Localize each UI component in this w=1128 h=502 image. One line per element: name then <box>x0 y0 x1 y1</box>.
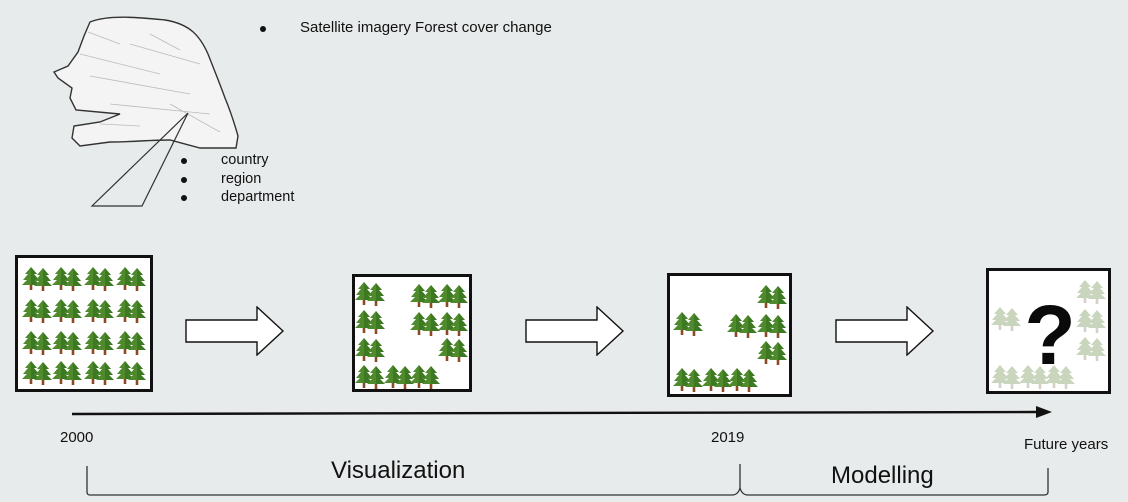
scale-item-department: department <box>181 188 294 207</box>
scale-item-region: region <box>181 170 294 189</box>
country-map-sketch <box>52 16 239 207</box>
data-source-list: Satellite imagery Forest cover change <box>260 19 552 38</box>
block-arrow <box>185 306 285 356</box>
year-2000-label: 2000 <box>60 429 94 446</box>
year-2019-label: 2019 <box>711 429 745 446</box>
block-arrow <box>835 306 935 356</box>
forest-panel-intermediate <box>352 274 472 392</box>
forest-panel-2019 <box>667 273 792 397</box>
future-years-label: Future years <box>1024 436 1109 453</box>
question-mark: ? <box>1024 288 1075 382</box>
timeline-arrow <box>71 406 1052 418</box>
scale-list: country region department <box>181 151 294 207</box>
forest-panel-future: ? <box>986 268 1111 394</box>
scale-item-country: country <box>181 151 294 170</box>
data-source-item: Satellite imagery Forest cover change <box>260 19 552 38</box>
forest-panel-2000 <box>15 255 153 392</box>
section-modelling: Modelling <box>831 462 934 489</box>
section-visualization: Visualization <box>331 457 466 484</box>
block-arrow <box>525 306 625 356</box>
bracket <box>86 464 1049 496</box>
